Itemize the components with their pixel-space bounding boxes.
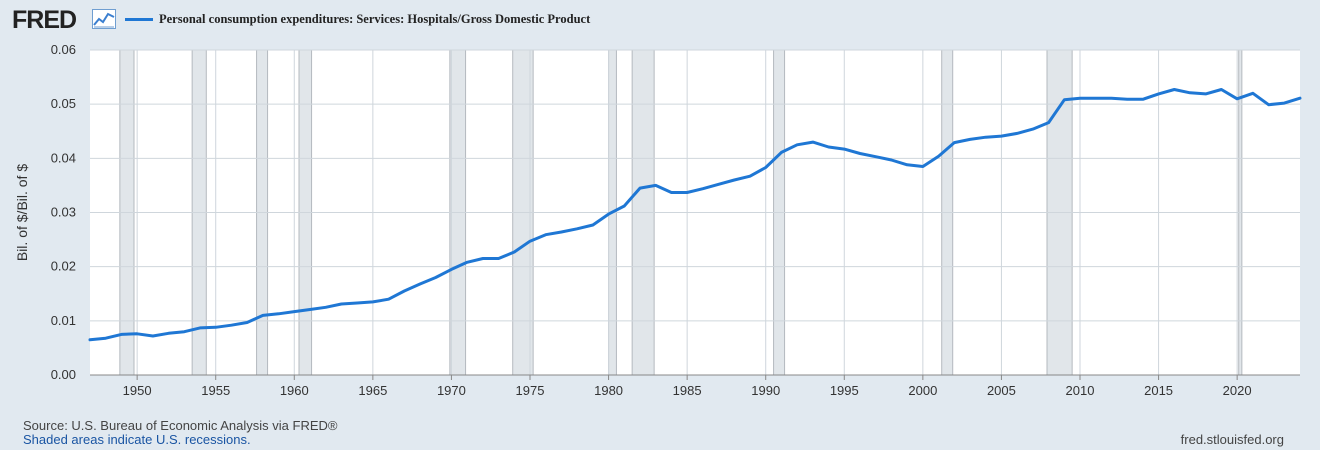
legend-label[interactable]: Personal consumption expenditures: Servi… bbox=[159, 12, 591, 26]
line-chart-icon bbox=[92, 9, 116, 29]
x-tick-label: 1985 bbox=[673, 383, 702, 398]
x-tick-label: 1955 bbox=[201, 383, 230, 398]
x-tick-label: 1965 bbox=[358, 383, 387, 398]
y-tick-label: 0.03 bbox=[51, 205, 76, 220]
x-tick-label: 2020 bbox=[1223, 383, 1252, 398]
chart-area: 0.00 0.01 0.02 0.03 0.04 0.05 0.06 1950 1955 1960… bbox=[14, 42, 1302, 398]
y-tick-label: 0.05 bbox=[51, 96, 76, 111]
y-tick-label: 0.04 bbox=[51, 150, 76, 165]
x-tick-label: 2005 bbox=[987, 383, 1016, 398]
x-tick-label: 1975 bbox=[516, 383, 545, 398]
y-tick-label: 0.01 bbox=[51, 313, 76, 328]
x-tick-label: 2015 bbox=[1144, 383, 1173, 398]
footer-recession-note: Shaded areas indicate U.S. recessions. bbox=[23, 432, 251, 447]
y-tick-label: 0.06 bbox=[51, 42, 76, 57]
x-tick-label: 1990 bbox=[751, 383, 780, 398]
x-tick-label: 1960 bbox=[280, 383, 309, 398]
legend: Personal consumption expenditures: Servi… bbox=[125, 12, 590, 27]
legend-swatch bbox=[125, 18, 153, 21]
y-tick-label: 0.02 bbox=[51, 259, 76, 274]
x-tick-label: 1980 bbox=[594, 383, 623, 398]
x-tick-label: 2000 bbox=[908, 383, 937, 398]
y-tick-label: 0.00 bbox=[51, 367, 76, 382]
footer-link[interactable]: fred.stlouisfed.org bbox=[1180, 432, 1284, 447]
x-tick-label: 1970 bbox=[437, 383, 466, 398]
x-tick-label: 1995 bbox=[830, 383, 859, 398]
chart-header: FRED Personal consumption expenditures: … bbox=[0, 0, 1320, 40]
fred-logo[interactable]: FRED bbox=[12, 6, 77, 34]
x-tick-label: 2010 bbox=[1066, 383, 1095, 398]
footer-source: Source: U.S. Bureau of Economic Analysis… bbox=[23, 418, 338, 433]
x-tick-label: 1950 bbox=[123, 383, 152, 398]
series-line bbox=[88, 88, 1302, 342]
y-axis-label: Bil. of $/Bil. of $ bbox=[14, 164, 30, 261]
